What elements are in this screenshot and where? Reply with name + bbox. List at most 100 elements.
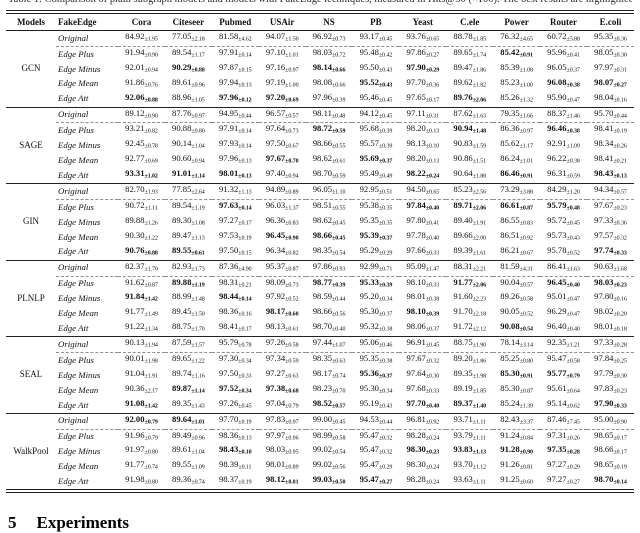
metric-cell: 95.36±0.37	[359, 367, 393, 380]
metric-cell: 97.27±0.17	[218, 214, 252, 227]
metric-cell: 94.53±0.44	[352, 412, 400, 430]
metric-cell: 98.02±0.20	[594, 306, 627, 318]
model-group-label: GCN	[21, 63, 41, 74]
column-header-pb: PB	[352, 14, 400, 31]
table-row: Edge Att 91.22±1.34 88.75±1.70 98.41±0.17 98…	[6, 321, 634, 336]
fakeedge-variant-label: Edge Plus	[58, 125, 94, 136]
metric-cell: 95.47±0.27	[359, 474, 393, 486]
metric-cell: 97.94±0.13	[218, 76, 252, 89]
metric-cell: 85.23±1.00	[500, 76, 533, 89]
metric-cell: 92.45±0.78	[125, 138, 158, 150]
metric-cell: 98.12±0.81	[265, 474, 299, 486]
metric-cell: 91.28±0.90	[500, 444, 533, 456]
metric-cell: 86.46±0.91	[500, 168, 533, 180]
table-row: Edge Minus 89.88±1.26 89.30±1.08 97.27±0.17…	[6, 215, 634, 230]
metric-cell: 95.47±0.32	[359, 444, 393, 456]
metric-cell: 92.06±0.88	[125, 91, 158, 104]
metric-cell: 90.36±2.17	[125, 382, 158, 395]
results-table: Models FakeEdge Cora Citeseer Pubmed USAir NS P…	[6, 14, 634, 490]
metric-cell: 90.08±0.54	[500, 321, 533, 333]
metric-cell: 95.47±0.32	[359, 429, 393, 442]
metric-cell: 97.31±0.26	[547, 429, 580, 442]
table-row: Edge Minus 92.45±0.78 90.14±1.04 97.93±0.14…	[6, 138, 634, 153]
metric-cell: 95.46±0.45	[359, 91, 393, 104]
metric-cell: 89.54±1.19	[172, 199, 205, 212]
fakeedge-variant-label: Edge Att	[58, 322, 89, 333]
table-row: Edge Mean 90.30±1.22 89.47±1.13 97.53±0.19 9…	[6, 230, 634, 245]
metric-cell: 90.04±0.57	[500, 276, 533, 289]
metric-cell: 97.70±0.40	[406, 397, 440, 410]
fakeedge-variant-label: Edge Minus	[58, 216, 101, 227]
metric-cell: 97.50±0.15	[218, 244, 252, 257]
metric-cell: 82.37±1.70	[118, 259, 165, 277]
metric-cell: 89.64±1.01	[164, 412, 212, 430]
metric-cell: 98.72±0.59	[312, 123, 346, 135]
metric-cell: 96.22±0.38	[547, 153, 580, 165]
metric-cell: 97.52±0.34	[218, 382, 252, 395]
metric-cell: 89.74±1.16	[172, 367, 205, 380]
metric-cell: 97.27±0.27	[547, 474, 580, 486]
metric-cell: 73.29±3.88	[493, 183, 541, 200]
metric-cell: 86.21±0.67	[500, 244, 533, 257]
metric-cell: 91.22±1.34	[125, 321, 158, 333]
metric-cell: 97.93±0.14	[218, 138, 252, 150]
metric-cell: 88.96±1.05	[172, 91, 205, 104]
metric-cell: 97.97±0.31	[594, 61, 627, 74]
table-row: Edge Mean 91.77±1.49 89.45±1.50 98.36±0.16 9…	[6, 306, 634, 321]
metric-cell: 98.22±0.24	[406, 168, 440, 180]
metric-cell: 95.14±0.62	[547, 397, 580, 410]
metric-cell: 97.04±0.79	[265, 397, 299, 410]
fakeedge-variant-label: Edge Minus	[58, 140, 101, 151]
metric-cell: 98.20±0.13	[406, 153, 440, 165]
metric-cell: 93.79±1.11	[453, 429, 487, 442]
metric-cell: 89.12±0.90	[118, 106, 165, 124]
metric-cell: 97.19±1.00	[265, 76, 299, 89]
metric-cell: 92.99±0.71	[352, 259, 400, 277]
metric-cell: 93.31±1.02	[125, 168, 158, 180]
column-header-power: Power	[493, 14, 541, 31]
metric-cell: 89.61±1.04	[172, 444, 205, 456]
metric-cell: 98.43±0.10	[218, 444, 252, 456]
metric-cell: 97.97±0.96	[265, 429, 299, 442]
metric-cell: 90.83±1.59	[453, 138, 487, 150]
metric-cell: 95.77±0.79	[547, 367, 580, 380]
table-top-rule	[6, 10, 634, 11]
metric-cell: 98.62±0.45	[312, 214, 346, 227]
metric-cell: 89.76±2.06	[453, 91, 487, 104]
section-title: Experiments	[36, 513, 130, 533]
metric-cell: 95.37±0.87	[258, 259, 306, 277]
metric-cell: 91.86±0.76	[125, 76, 158, 89]
metric-cell: 89.49±0.96	[172, 429, 205, 442]
metric-cell: 98.10±0.39	[406, 306, 440, 318]
metric-cell: 97.40±0.94	[265, 168, 299, 180]
metric-cell: 97.84±0.40	[406, 199, 440, 212]
table-row: SEAL Original 90.13±1.94 87.59±1.57 95.79±0.…	[6, 336, 634, 414]
metric-cell: 89.66±2.00	[453, 229, 487, 242]
results-table-header: Models FakeEdge Cora Citeseer Pubmed USAir NS P…	[6, 14, 634, 31]
header-row: Models FakeEdge Cora Citeseer Pubmed USAir NS P…	[6, 14, 634, 31]
metric-cell: 94.07±1.50	[258, 30, 306, 47]
metric-cell: 98.14±0.66	[312, 61, 346, 74]
metric-cell: 97.92±0.52	[265, 291, 299, 303]
metric-cell: 89.71±2.06	[453, 199, 487, 212]
metric-cell: 98.17±0.74	[312, 367, 346, 380]
metric-cell: 95.68±0.39	[359, 123, 393, 135]
metric-cell: 96.91±0.45	[399, 336, 447, 354]
fakeedge-variant-label: Edge Att	[58, 399, 89, 410]
table-row: Edge Att 91.08±1.42 89.35±1.43 97.26±0.45 97…	[6, 398, 634, 413]
metric-cell: 84.92±1.95	[118, 30, 165, 47]
metric-cell: 85.23±2.56	[446, 183, 494, 200]
fakeedge-variant-label: Edge Att	[58, 476, 89, 487]
column-header-yeast: Yeast	[399, 14, 447, 31]
metric-cell: 97.80±0.16	[594, 291, 627, 303]
metric-cell: 89.61±0.96	[172, 76, 205, 89]
metric-cell: 97.50±0.33	[218, 367, 252, 380]
metric-cell: 89.88±1.26	[125, 214, 158, 227]
metric-cell: 97.86±0.27	[406, 46, 440, 59]
metric-cell: 85.24±1.39	[500, 397, 533, 410]
metric-cell: 87.59±1.57	[164, 336, 212, 354]
metric-cell: 95.29±0.29	[359, 244, 393, 257]
metric-cell: 95.72±0.45	[547, 214, 580, 227]
metric-cell: 91.24±0.84	[500, 429, 533, 442]
metric-cell: 97.20±0.69	[265, 91, 299, 104]
